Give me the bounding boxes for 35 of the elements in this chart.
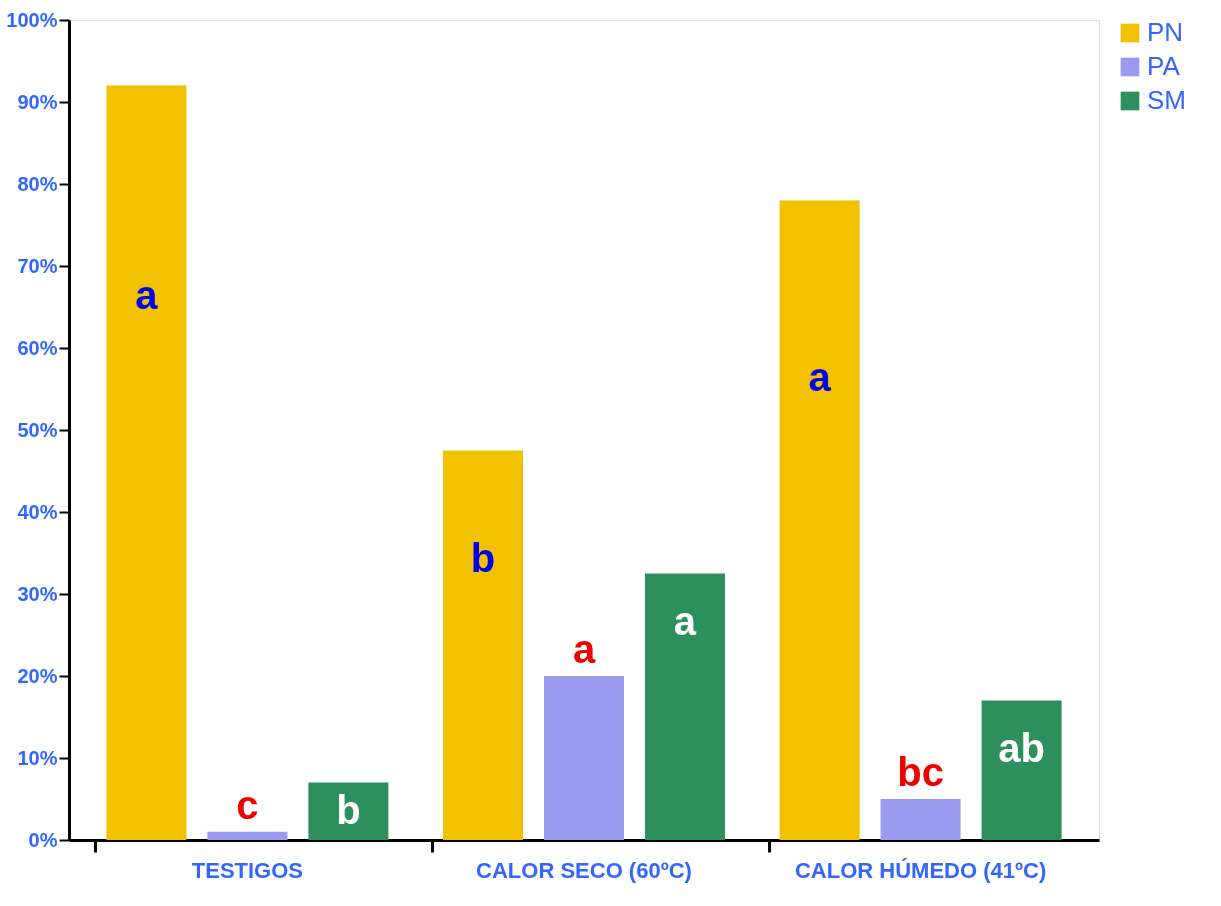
y-tick-label: 40% bbox=[17, 500, 58, 523]
y-tick-label: 90% bbox=[17, 90, 58, 113]
y-tick-label: 50% bbox=[17, 418, 58, 441]
data-label: a bbox=[673, 598, 697, 643]
y-tick-label: 80% bbox=[17, 172, 58, 195]
data-label: a bbox=[135, 272, 159, 317]
bar bbox=[443, 450, 524, 840]
bar bbox=[779, 200, 860, 840]
x-tick-label: TESTIGOS bbox=[191, 857, 304, 883]
data-label: a bbox=[808, 355, 832, 400]
y-tick-label: 0% bbox=[28, 828, 58, 851]
data-label: b bbox=[470, 535, 496, 580]
bar bbox=[207, 831, 288, 840]
y-tick-label: 30% bbox=[17, 582, 58, 605]
legend-label: SM bbox=[1147, 85, 1186, 115]
bar bbox=[880, 799, 961, 840]
data-label: c bbox=[236, 783, 259, 828]
y-tick-label: 70% bbox=[17, 254, 58, 277]
data-label: ab bbox=[998, 725, 1045, 770]
bar bbox=[644, 573, 725, 840]
y-tick-label: 60% bbox=[17, 336, 58, 359]
bar bbox=[106, 85, 187, 840]
data-label: a bbox=[572, 627, 596, 672]
y-tick-label: 100% bbox=[6, 8, 58, 31]
bar bbox=[544, 676, 624, 840]
data-label: b bbox=[336, 788, 361, 833]
legend-label: PN bbox=[1147, 17, 1184, 47]
x-tick-label: CALOR HÚMEDO (41ºC) bbox=[794, 857, 1047, 883]
bar bbox=[308, 782, 389, 840]
x-tick-label: CALOR SECO (60ºC) bbox=[476, 857, 692, 883]
y-tick-label: 10% bbox=[17, 746, 58, 769]
legend-label: PA bbox=[1147, 51, 1181, 81]
y-tick-label: 20% bbox=[17, 664, 58, 687]
bar bbox=[981, 700, 1062, 840]
data-label: bc bbox=[897, 750, 944, 795]
